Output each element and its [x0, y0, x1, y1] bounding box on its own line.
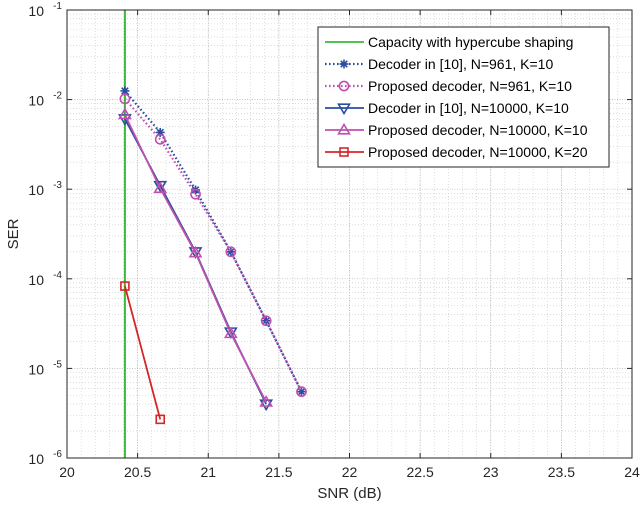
x-axis-label: SNR (dB) [317, 485, 381, 502]
series-line [124, 114, 268, 403]
circle-marker [119, 93, 131, 105]
triangle-up-marker [259, 395, 274, 407]
legend-entry-4: Decoder in [10], N=10000, K=10 [325, 100, 569, 116]
circle-marker [154, 133, 166, 145]
triangle-up-marker [153, 181, 168, 194]
y-axis-label: SER [5, 218, 22, 249]
series-6 [120, 281, 166, 425]
legend-label: Capacity with hypercube shaping [368, 34, 573, 50]
x-tick-label: 21 [200, 464, 216, 480]
y-tick-label: 10 [28, 93, 44, 109]
y-tick-exponent: -5 [53, 359, 62, 370]
x-tick-label: 24 [624, 464, 640, 480]
asterisk-marker [339, 59, 349, 69]
legend-entry-5: Proposed decoder, N=10000, K=10 [325, 122, 588, 138]
circle-marker [260, 315, 272, 327]
series-line [124, 90, 303, 393]
y-tick-label: 10 [28, 182, 44, 198]
y-tick-label: 10 [28, 451, 44, 467]
legend-label: Decoder in [10], N=961, K=10 [368, 56, 553, 72]
series-line [124, 285, 162, 420]
circle-marker [338, 80, 350, 92]
square-marker [155, 414, 166, 425]
series-line [124, 98, 303, 393]
y-tick-labels: 10 -6 10 -5 10 -4 10 -3 10 -2 10 -1 [28, 1, 62, 467]
y-tick-exponent: -2 [53, 91, 62, 102]
circle-marker [296, 386, 307, 398]
square-marker [120, 281, 130, 291]
legend-entry-2: Decoder in [10], N=961, K=10 [325, 56, 553, 72]
legend-entry-1: Capacity with hypercube shaping [325, 34, 573, 50]
square-marker [339, 147, 349, 157]
x-tick-label: 20 [59, 464, 75, 480]
triangle-up-marker [188, 245, 203, 258]
legend: Capacity with hypercube shaping Decoder i… [317, 26, 610, 168]
x-tick-labels: 20 20.5 21 21.5 22 22.5 23 23.5 24 [59, 464, 640, 480]
triangle-up-marker [118, 107, 132, 120]
x-tick-label: 23 [483, 464, 499, 480]
series-5 [118, 107, 274, 407]
tick-marks [66, 9, 633, 459]
legend-entry-6: Proposed decoder, N=10000, K=20 [325, 144, 588, 160]
legend-entry-3: Proposed decoder, N=961, K=10 [325, 78, 572, 94]
x-tick-label: 22 [342, 464, 358, 480]
y-tick-label: 10 [28, 3, 44, 19]
legend-label: Decoder in [10], N=10000, K=10 [368, 100, 569, 116]
y-tick-label: 10 [28, 272, 44, 288]
y-tick-exponent: -4 [53, 270, 62, 281]
y-tick-label: 10 [28, 361, 44, 377]
legend-label: Proposed decoder, N=10000, K=10 [368, 122, 588, 138]
legend-box [317, 26, 610, 168]
triangle-up-marker [223, 326, 238, 339]
asterisk-marker [226, 247, 236, 257]
x-tick-label: 22.5 [407, 464, 434, 480]
y-tick-exponent: -3 [53, 180, 62, 191]
triangle-up-marker [337, 122, 351, 135]
circle-marker [190, 188, 201, 200]
legend-label: Proposed decoder, N=961, K=10 [368, 78, 572, 94]
legend-label: Proposed decoder, N=10000, K=20 [368, 144, 588, 160]
x-tick-label: 23.5 [548, 464, 575, 480]
x-tick-label: 20.5 [124, 464, 151, 480]
y-tick-exponent: -6 [53, 449, 62, 460]
triangle-down-marker [337, 103, 351, 116]
circle-marker [225, 246, 237, 258]
series-layer [118, 10, 307, 458]
series-3 [119, 93, 307, 398]
x-tick-label: 21.5 [265, 464, 292, 480]
y-tick-exponent: -1 [53, 1, 62, 12]
